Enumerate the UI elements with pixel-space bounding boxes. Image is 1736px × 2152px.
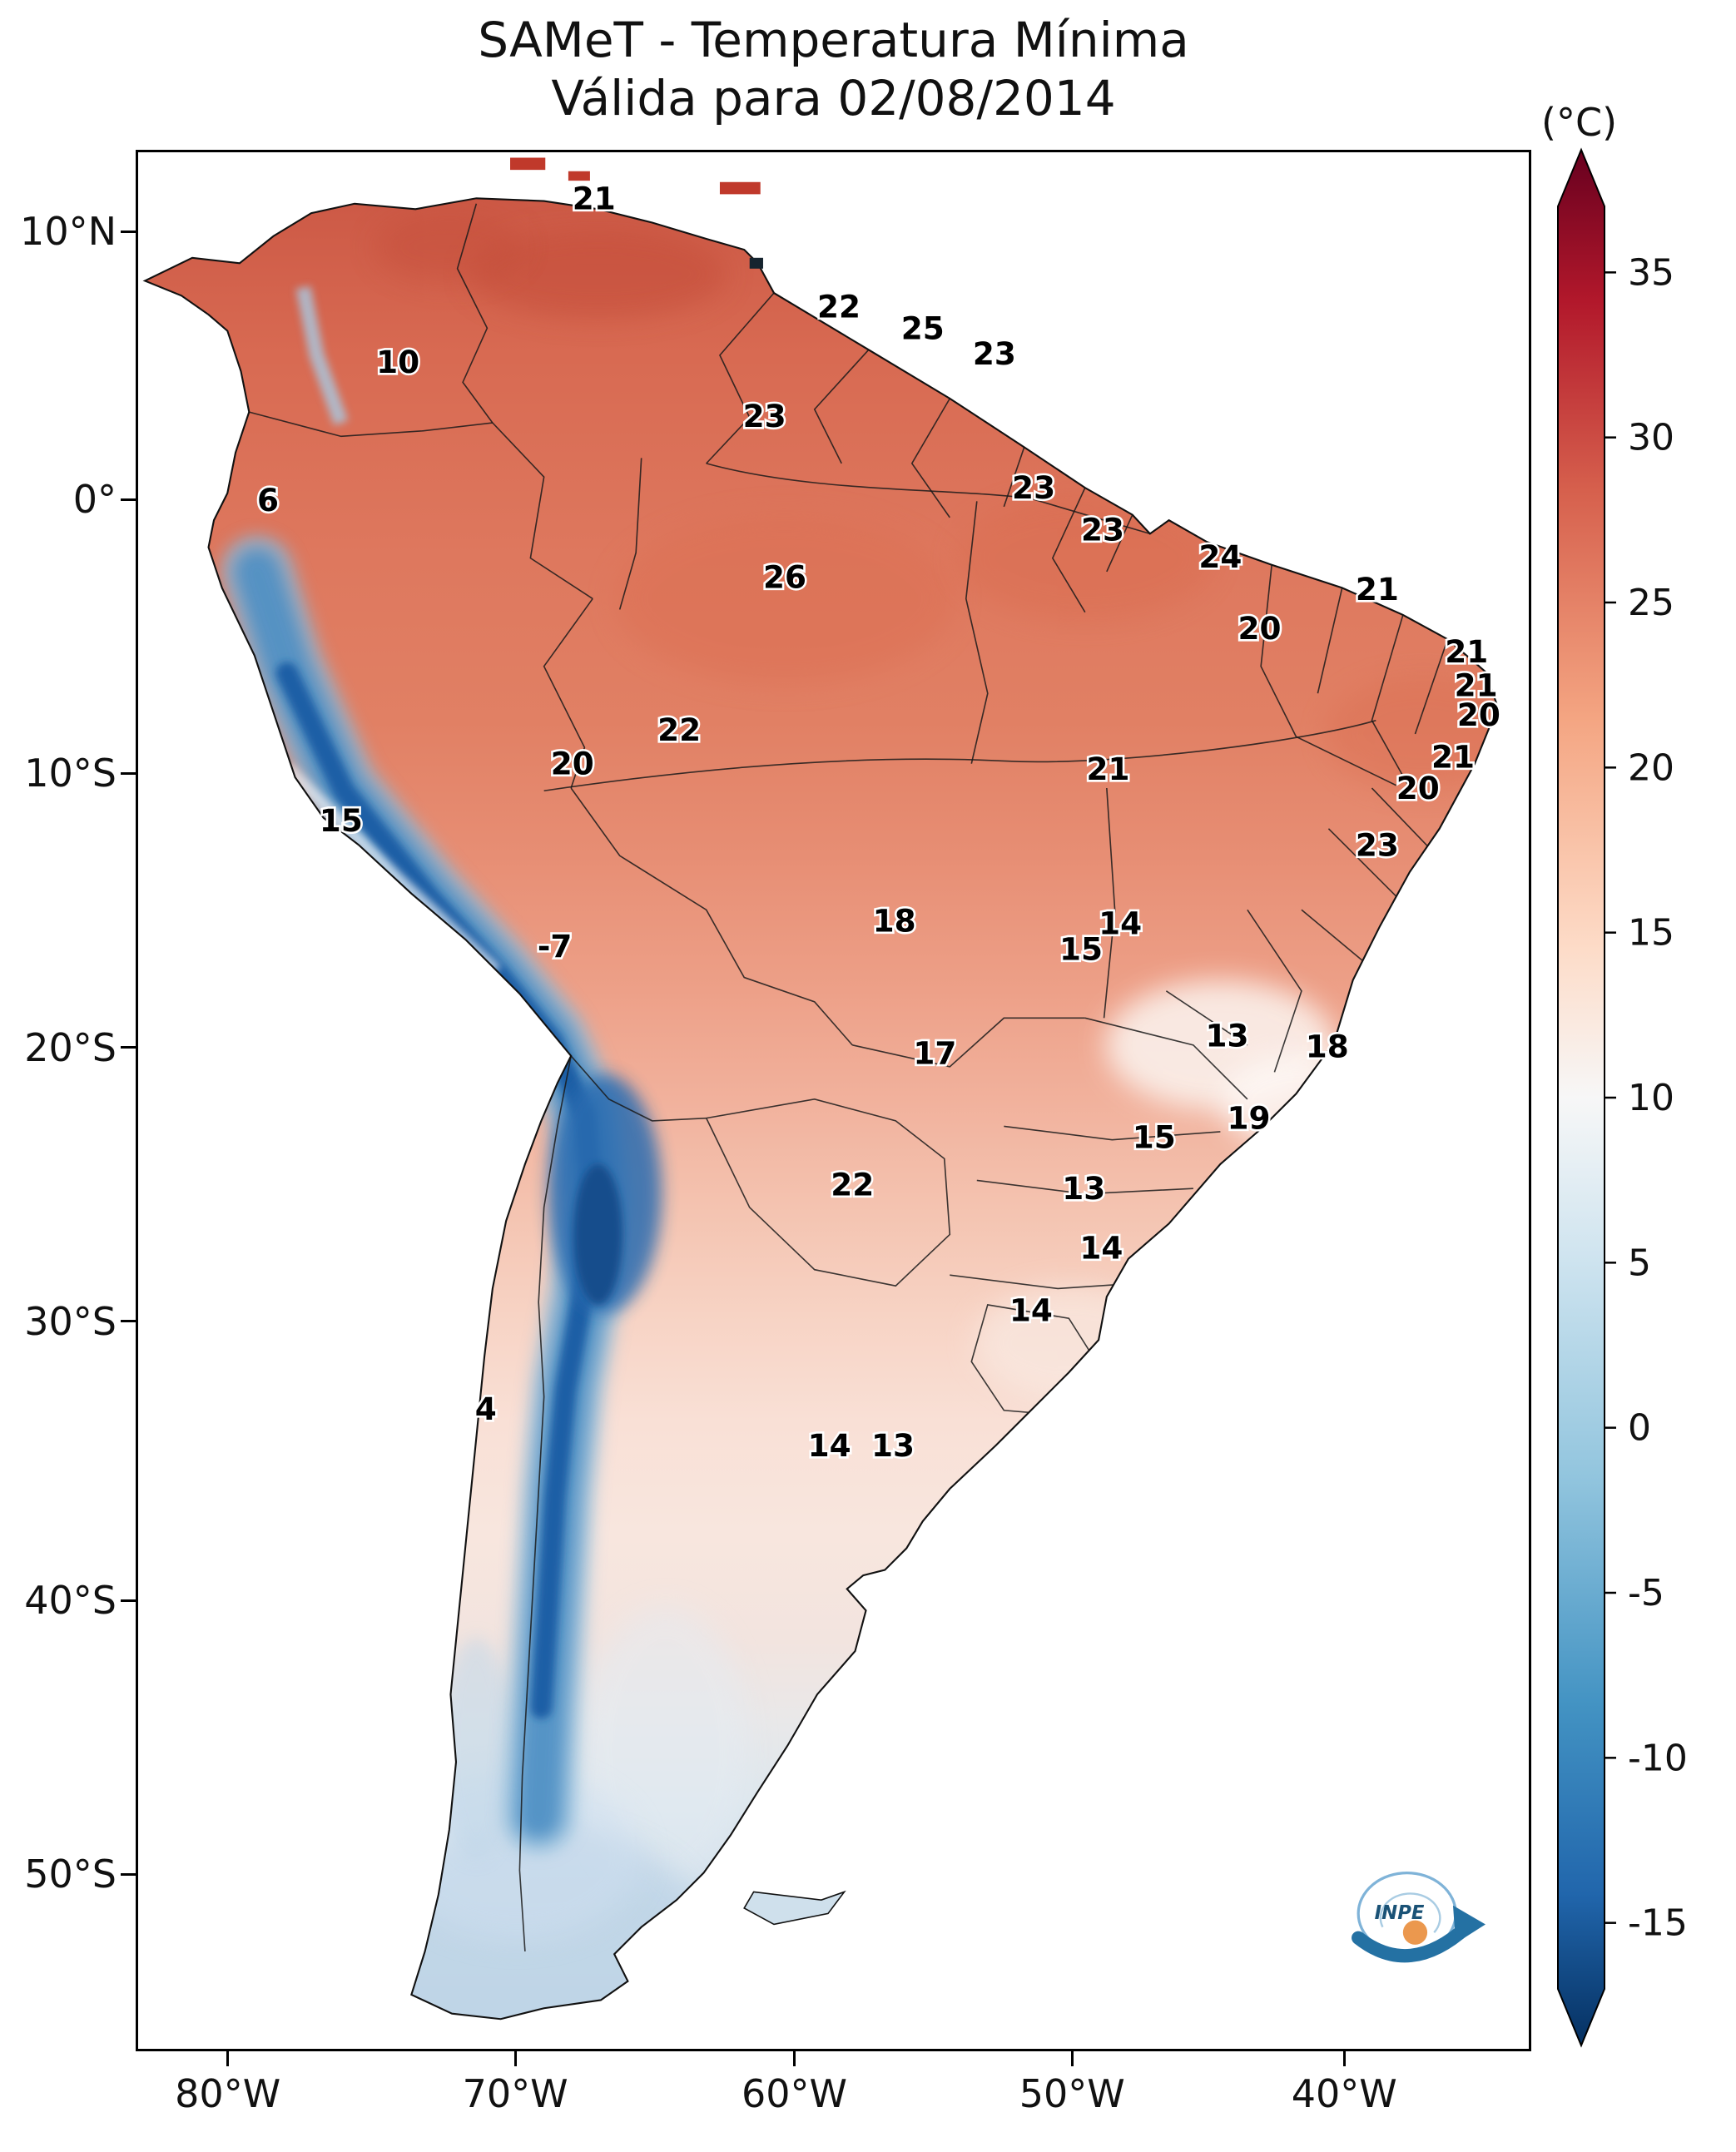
temp-label: 14 (1099, 905, 1142, 942)
temp-label: 20 (1238, 610, 1282, 647)
colorbar-tick-label: -15 (1628, 1902, 1688, 1945)
inpe-logo-orange-dot-icon (1402, 1920, 1428, 1945)
lat-tick-mark (121, 230, 136, 233)
temp-label: 4 (475, 1391, 497, 1427)
temp-label: 15 (1133, 1118, 1176, 1155)
temp-label: 20 (551, 746, 594, 782)
temp-label: 23 (1012, 469, 1055, 506)
temp-label: 21 (1445, 633, 1488, 670)
colorbar-gradient-bar (1557, 147, 1605, 2048)
lat-tick-mark (121, 771, 136, 775)
temp-label: 15 (1059, 930, 1103, 967)
lon-tick-label: 40°W (1291, 2071, 1397, 2116)
lon-tick-mark (793, 2051, 796, 2066)
lon-tick-label: 80°W (175, 2071, 281, 2116)
lat-tick-label: 50°S (24, 1852, 117, 1897)
colorbar-tick-label: -5 (1628, 1572, 1664, 1614)
lat-tick-label: 40°S (24, 1578, 117, 1624)
colorbar-tick-label: 15 (1628, 912, 1674, 955)
lat-tick-mark (121, 1046, 136, 1049)
temp-label: 26 (763, 558, 806, 595)
temp-label: 22 (817, 288, 861, 325)
tierra-del-fuego-island (743, 1890, 846, 1926)
inpe-logo: INPE (1352, 1872, 1486, 1963)
colorbar-tick-label: 25 (1628, 582, 1674, 624)
colorbar-tick-label: 30 (1628, 417, 1674, 459)
temp-label: 22 (657, 712, 701, 748)
temp-label: 23 (743, 398, 786, 434)
lon-tick-label: 60°W (742, 2071, 848, 2116)
lat-tick-label: 10°N (20, 209, 117, 255)
lat-tick-mark (121, 1872, 136, 1876)
colorbar-tick-label: 20 (1628, 746, 1674, 789)
map-plot-area: 21 22 25 23 10 23 23 6 23 24 26 21 20 21 21 20 22 21 20 21 2… (136, 150, 1531, 2051)
lon-tick-mark (1342, 2051, 1346, 2066)
lat-tick-mark (121, 1599, 136, 1602)
lon-tick-label: 50°W (1019, 2071, 1125, 2116)
temp-label: 18 (1306, 1028, 1349, 1064)
inpe-logo-text: INPE (1375, 1902, 1425, 1924)
lon-tick-mark (226, 2051, 230, 2066)
temp-label: 17 (913, 1035, 956, 1072)
lon-tick-mark (1070, 2051, 1074, 2066)
temp-label: 15 (320, 802, 363, 839)
lat-tick-label: 30°S (24, 1298, 117, 1344)
colorbar-tick-label: 35 (1628, 251, 1674, 294)
lat-tick-label: 0° (72, 477, 117, 523)
islands-layer (510, 157, 846, 1926)
temp-label: 6 (257, 482, 279, 518)
colorbar-tick-label: 10 (1628, 1077, 1674, 1119)
lat-tick-label: 20°S (24, 1024, 117, 1070)
temp-label: 18 (873, 902, 916, 939)
temp-label: 13 (871, 1427, 915, 1464)
colorbar-unit-label: (°C) (1541, 100, 1618, 145)
temp-label: 25 (901, 310, 945, 346)
temp-label: 21 (1455, 667, 1498, 703)
temp-label: 21 (1356, 571, 1399, 607)
temp-label: 21 (573, 180, 616, 216)
lat-tick-mark (121, 1320, 136, 1323)
colorbar: 35 30 25 20 15 10 5 0 -5 -10 -15 (1557, 147, 1688, 2048)
temp-label: -7 (538, 928, 573, 964)
continent-fill (145, 198, 1498, 2020)
lon-tick-label: 70°W (462, 2071, 568, 2116)
temp-label: 10 (376, 344, 419, 380)
temp-label: 20 (1457, 697, 1500, 733)
temp-label: 23 (973, 335, 1016, 372)
temp-label: 13 (1062, 1170, 1105, 1207)
temp-label: 24 (1198, 538, 1242, 575)
temp-label: 14 (1079, 1230, 1123, 1267)
temp-label: 14 (808, 1427, 851, 1464)
temp-label: 23 (1081, 512, 1124, 548)
temp-label: 23 (1356, 826, 1399, 863)
temp-label: 20 (1396, 770, 1440, 806)
lat-tick-mark (121, 498, 136, 501)
temp-label: 22 (831, 1166, 874, 1202)
colorbar-tick-label: -10 (1628, 1737, 1688, 1779)
temp-label: 21 (1086, 751, 1129, 787)
lat-tick-label: 10°S (24, 751, 117, 796)
colorbar-tick-label: 0 (1628, 1407, 1651, 1450)
lon-tick-mark (513, 2051, 517, 2066)
political-borders-layer (249, 203, 1449, 1952)
temp-label: 14 (1009, 1292, 1053, 1328)
chart-title: SAMeT - Temperatura Mínima (478, 12, 1189, 68)
inpe-logo-arrow-icon (1352, 1920, 1474, 1963)
temp-label: 19 (1228, 1100, 1271, 1137)
colorbar-tick-label: 5 (1628, 1242, 1651, 1284)
chart-subtitle: Válida para 02/08/2014 (551, 70, 1116, 126)
temp-label: 21 (1431, 739, 1475, 776)
colorbar-ticks: 35 30 25 20 15 10 5 0 -5 -10 -15 (1605, 251, 1688, 1945)
temp-label: 13 (1206, 1017, 1249, 1054)
